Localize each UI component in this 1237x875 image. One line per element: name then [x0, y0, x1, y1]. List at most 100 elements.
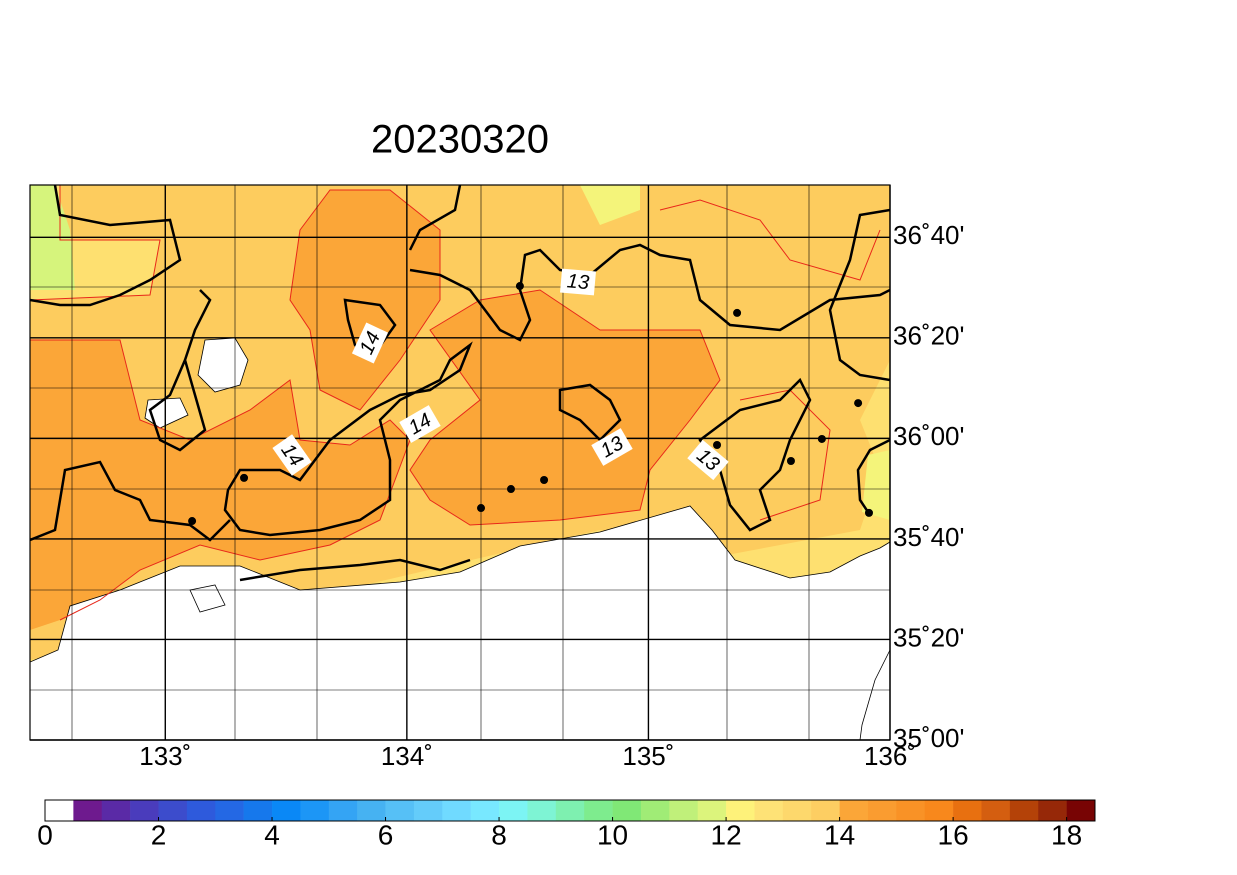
colorbar-box — [669, 800, 699, 821]
colorbar-box — [328, 800, 358, 821]
colorbar-box — [215, 800, 244, 821]
colorbar-box — [896, 800, 926, 821]
station — [817, 434, 826, 443]
colorbar-label: 16 — [938, 819, 969, 850]
colorbar-box — [45, 800, 74, 821]
contour — [409, 289, 721, 526]
field-cool — [580, 185, 640, 225]
lat-tick-label: 35˚40' — [893, 522, 964, 552]
colorbar-box — [811, 800, 840, 821]
contour — [239, 558, 471, 582]
map-fill — [30, 185, 890, 740]
station — [854, 399, 863, 408]
colorbar-box — [413, 800, 443, 821]
lat-tick-label: 36˚00' — [893, 421, 964, 451]
contour — [659, 199, 881, 281]
contour — [828, 208, 890, 382]
colorbar-box — [1066, 800, 1096, 821]
lat-tick-label: 35˚00' — [893, 723, 964, 753]
station — [506, 485, 515, 494]
colorbar-box — [527, 800, 557, 821]
contour — [148, 289, 212, 452]
contour — [698, 377, 812, 532]
colorbar-box — [640, 800, 670, 821]
map-frame — [29, 184, 891, 741]
lon-tick-label: 136˚ — [864, 741, 916, 771]
station — [713, 441, 722, 450]
colorbar-box — [612, 800, 642, 821]
contour-label-box — [687, 439, 729, 481]
station — [477, 504, 486, 513]
colorbar-box — [101, 800, 131, 821]
colorbar-label: 8 — [491, 819, 507, 850]
colorbar-box — [839, 800, 869, 821]
colorbar-box — [584, 800, 613, 821]
colorbar-box — [867, 800, 897, 821]
colorbar-box — [73, 800, 103, 821]
contour — [30, 185, 161, 301]
axis-labels: 133˚ 134˚ 135˚ 136˚35˚00' 35˚20' 35˚40' 36˚00'… — [139, 220, 964, 771]
colorbar-label: 6 — [378, 819, 394, 850]
colorbar-label: 10 — [597, 819, 628, 850]
colorbar-box — [1009, 800, 1039, 821]
colorbar-label: 4 — [264, 819, 280, 850]
colorbar-label: 14 — [824, 819, 855, 850]
lon-tick-label: 135˚ — [622, 741, 674, 771]
field-high — [410, 290, 720, 525]
colorbar-box — [357, 800, 386, 821]
field-cool — [862, 450, 890, 520]
contour-label-box — [560, 268, 596, 296]
colorbar-box — [470, 800, 500, 821]
island — [189, 584, 226, 613]
colorbar-label: 12 — [711, 819, 742, 850]
contours-minor — [30, 185, 881, 621]
contour — [289, 189, 441, 411]
station — [515, 282, 524, 291]
title: 20230320 — [371, 118, 549, 162]
colorbar-box — [243, 800, 273, 821]
contour-label-box — [272, 434, 312, 476]
contour — [408, 185, 462, 251]
contour — [30, 339, 411, 621]
colorbar-box — [130, 800, 159, 821]
colorbar-box — [924, 800, 954, 821]
contour-label-box — [591, 428, 633, 466]
station — [786, 456, 795, 465]
colorbar-label: 18 — [1051, 819, 1082, 850]
colorbar-box — [953, 800, 982, 821]
station — [864, 508, 873, 517]
contour-label-box — [399, 405, 441, 443]
contour-label: 13 — [560, 268, 596, 296]
contour — [856, 438, 890, 516]
lon-tick-label: 133˚ — [139, 741, 191, 771]
colorbar-box — [499, 800, 528, 821]
station — [540, 475, 549, 484]
colorbar-box — [385, 800, 415, 821]
station — [188, 517, 197, 526]
stations — [188, 282, 873, 526]
colorbar-label: 2 — [151, 819, 167, 850]
colorbar-box — [754, 800, 784, 821]
colorbar-box — [186, 800, 216, 821]
colorbar-box — [1038, 800, 1067, 821]
colorbar-box — [158, 800, 188, 821]
colorbar-box — [555, 800, 585, 821]
contour — [30, 460, 231, 542]
station — [733, 308, 742, 317]
contour — [558, 383, 622, 442]
lat-tick-label: 36˚40' — [893, 220, 964, 250]
field-high — [30, 340, 410, 630]
colorbar-box — [300, 800, 330, 821]
field-high — [290, 190, 440, 410]
colorbar-frame — [44, 799, 1096, 822]
contour — [223, 341, 473, 537]
sea — [30, 505, 890, 740]
lat-tick-label: 36˚20' — [893, 321, 964, 351]
colorbar-box — [442, 800, 471, 821]
colorbar-box — [272, 800, 301, 821]
lat-tick-label: 35˚20' — [893, 622, 964, 652]
minor-grid — [30, 185, 890, 740]
colorbar-box — [782, 800, 812, 821]
colorbar-box — [697, 800, 727, 821]
